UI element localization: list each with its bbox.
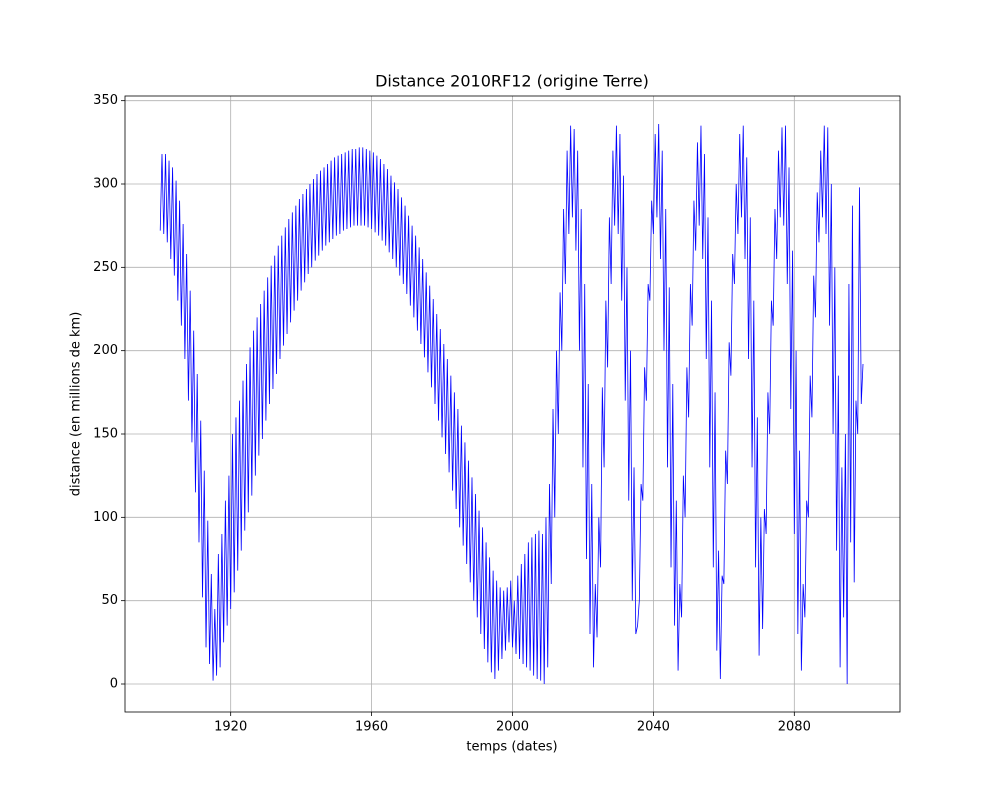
y-tick-label: 50 [101, 593, 118, 608]
x-tick-label: 1960 [355, 720, 388, 735]
y-tick-label: 0 [110, 677, 118, 692]
y-tick-label: 200 [93, 343, 118, 358]
x-tick-label: 2080 [778, 720, 811, 735]
y-tick-label: 350 [93, 93, 118, 108]
y-tick-label: 250 [93, 260, 118, 275]
y-tick-label: 150 [93, 427, 118, 442]
chart-title: Distance 2010RF12 (origine Terre) [375, 72, 649, 91]
y-axis-label: distance (en millions de km) [69, 312, 84, 497]
x-tick-label: 1920 [214, 720, 247, 735]
data-line [159, 123, 864, 685]
plot-area [125, 96, 900, 712]
x-tick-label: 2040 [637, 720, 670, 735]
y-tick-label: 300 [93, 177, 118, 192]
x-tick-label: 2000 [496, 720, 529, 735]
y-tick-label: 100 [93, 510, 118, 525]
x-axis-label: temps (dates) [466, 740, 557, 755]
